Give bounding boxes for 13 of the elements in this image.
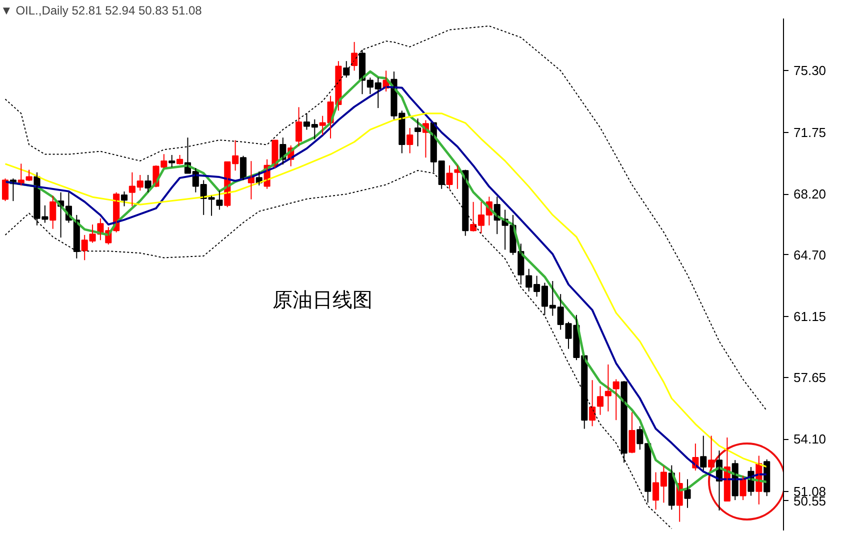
- y-tick-label: 61.15: [794, 309, 826, 324]
- y-tick-label: 57.65: [794, 370, 826, 386]
- y-tick-label: 54.10: [794, 432, 826, 447]
- y-tick-label: 71.75: [794, 124, 826, 140]
- candlestick: [168, 154, 176, 168]
- y-tick-label: 75.30: [794, 63, 826, 78]
- chart-title: ▼ OIL.,Daily 52.81 52.94 50.83 51.08: [0, 4, 202, 18]
- candlestick: [446, 164, 453, 190]
- line-series: [4, 25, 768, 412]
- y-tick-label: 68.20: [794, 186, 826, 202]
- candlestick: [628, 412, 636, 454]
- y-tick-label: 64.70: [794, 247, 826, 262]
- annotation: 原油日线图: [272, 288, 372, 312]
